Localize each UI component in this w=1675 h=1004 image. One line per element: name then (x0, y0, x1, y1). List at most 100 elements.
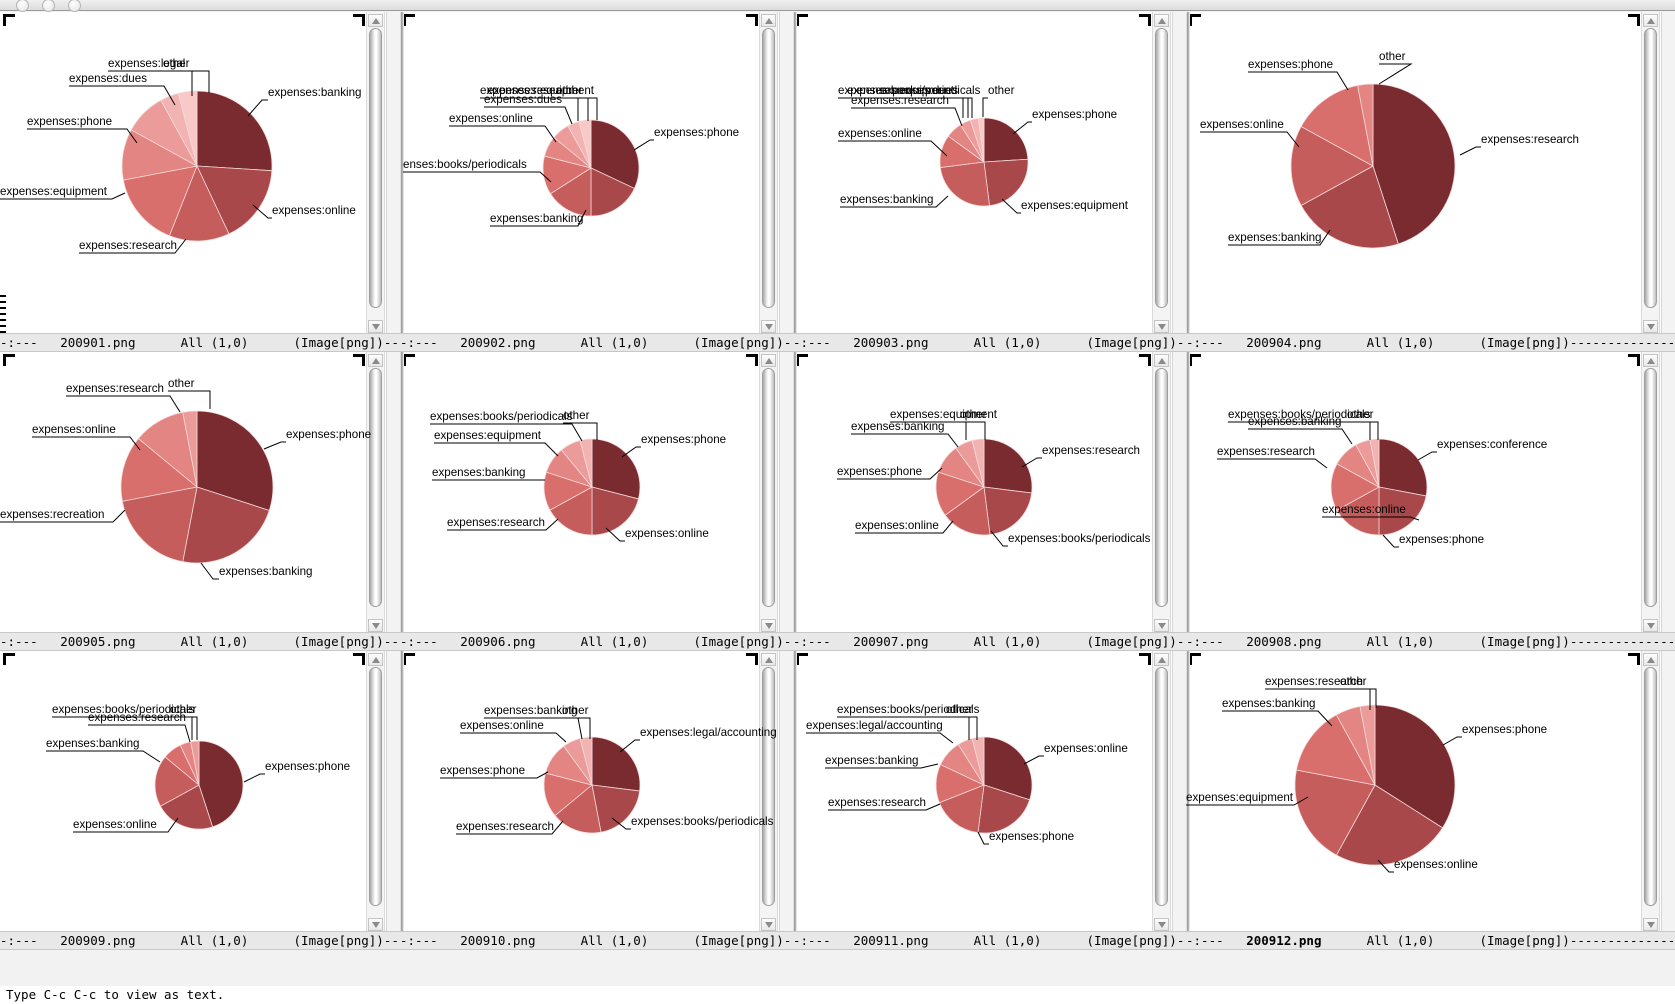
scroll-up-arrow-icon[interactable] (1643, 354, 1658, 367)
image-pane[interactable] (1186, 12, 1675, 335)
window-divider[interactable] (1186, 651, 1190, 950)
image-pane[interactable] (793, 12, 1186, 335)
scroll-down-arrow-icon[interactable] (1643, 918, 1658, 931)
scrollbar-thumb[interactable] (762, 368, 775, 607)
minibuffer[interactable]: Type C-c C-c to view as text. (0, 986, 1675, 1004)
image-pane[interactable] (400, 12, 793, 335)
mode-line[interactable]: -:--- 200907.png All (1,0) (Image[png])-… (793, 632, 1186, 651)
vertical-scrollbar[interactable] (366, 12, 385, 335)
image-window-200905[interactable]: -:--- 200905.png All (1,0) (Image[png])-… (0, 352, 400, 651)
scroll-down-arrow-icon[interactable] (1154, 619, 1169, 632)
vertical-scrollbar[interactable] (1152, 651, 1171, 933)
image-window-200906[interactable]: -:--- 200906.png All (1,0) (Image[png])-… (400, 352, 793, 651)
vertical-scrollbar[interactable] (366, 352, 385, 634)
image-window-200902[interactable]: -:--- 200902.png All (1,0) (Image[png])-… (400, 12, 793, 352)
window-divider[interactable] (793, 651, 797, 950)
scrollbar-thumb[interactable] (762, 28, 775, 308)
scroll-down-arrow-icon[interactable] (1154, 918, 1169, 931)
image-pane[interactable] (400, 651, 793, 933)
image-pane[interactable] (400, 352, 793, 634)
save-icon[interactable] (42, 0, 55, 12)
vertical-scrollbar[interactable] (1641, 352, 1660, 634)
scrollbar-thumb[interactable] (1644, 28, 1657, 308)
image-window-200907[interactable]: -:--- 200907.png All (1,0) (Image[png])-… (793, 352, 1186, 651)
mode-line[interactable]: -:--- 200906.png All (1,0) (Image[png])-… (400, 632, 793, 651)
mode-line[interactable]: -:--- 200901.png All (1,0) (Image[png])-… (0, 333, 400, 352)
mode-line[interactable]: -:--- 200908.png All (1,0) (Image[png])-… (1186, 632, 1675, 651)
mode-line[interactable]: -:--- 200905.png All (1,0) (Image[png])-… (0, 632, 400, 651)
print-icon[interactable] (68, 0, 81, 12)
scrollbar-thumb[interactable] (1155, 28, 1168, 308)
image-pane[interactable] (793, 352, 1186, 634)
continuation-dash (0, 319, 6, 321)
mode-line[interactable]: -:--- 200910.png All (1,0) (Image[png])-… (400, 931, 793, 950)
vertical-scrollbar[interactable] (1152, 352, 1171, 634)
scroll-down-arrow-icon[interactable] (368, 918, 383, 931)
scrollbar-thumb[interactable] (1644, 368, 1657, 607)
window-divider[interactable] (1186, 12, 1190, 352)
scroll-down-arrow-icon[interactable] (1643, 320, 1658, 333)
window-divider[interactable] (400, 651, 404, 950)
scroll-down-arrow-icon[interactable] (1643, 619, 1658, 632)
scroll-down-arrow-icon[interactable] (368, 320, 383, 333)
window-divider[interactable] (793, 12, 797, 352)
scroll-down-arrow-icon[interactable] (1154, 320, 1169, 333)
scroll-up-arrow-icon[interactable] (1643, 653, 1658, 666)
image-window-200903[interactable]: -:--- 200903.png All (1,0) (Image[png])-… (793, 12, 1186, 352)
image-pane[interactable] (0, 352, 400, 634)
scroll-up-arrow-icon[interactable] (1643, 14, 1658, 27)
scrollbar-thumb[interactable] (369, 667, 382, 906)
image-pane[interactable] (793, 651, 1186, 933)
scrollbar-thumb[interactable] (369, 28, 382, 308)
mode-line[interactable]: -:--- 200904.png All (1,0) (Image[png])-… (1186, 333, 1675, 352)
scroll-up-arrow-icon[interactable] (761, 14, 776, 27)
image-window-200909[interactable]: -:--- 200909.png All (1,0) (Image[png])-… (0, 651, 400, 950)
scroll-up-arrow-icon[interactable] (1154, 354, 1169, 367)
image-window-200901[interactable]: -:--- 200901.png All (1,0) (Image[png])-… (0, 12, 400, 352)
image-pane[interactable] (1186, 651, 1675, 933)
image-window-200908[interactable]: -:--- 200908.png All (1,0) (Image[png])-… (1186, 352, 1675, 651)
scroll-up-arrow-icon[interactable] (1154, 14, 1169, 27)
scroll-up-arrow-icon[interactable] (368, 354, 383, 367)
scrollbar-thumb[interactable] (369, 368, 382, 607)
mode-line[interactable]: -:--- 200902.png All (1,0) (Image[png])-… (400, 333, 793, 352)
window-divider[interactable] (400, 352, 404, 651)
scroll-down-arrow-icon[interactable] (761, 918, 776, 931)
scrollbar-thumb[interactable] (1155, 667, 1168, 906)
image-window-200912[interactable]: -:--- 200912.png All (1,0) (Image[png])-… (1186, 651, 1675, 950)
vertical-scrollbar[interactable] (759, 12, 778, 335)
vertical-scrollbar[interactable] (1152, 12, 1171, 335)
vertical-scrollbar[interactable] (1641, 12, 1660, 335)
scrollbar-thumb[interactable] (1155, 368, 1168, 607)
scroll-down-arrow-icon[interactable] (761, 619, 776, 632)
window-divider[interactable] (1186, 352, 1190, 651)
scroll-up-arrow-icon[interactable] (1154, 653, 1169, 666)
window-divider[interactable] (400, 12, 404, 352)
mode-line[interactable]: -:--- 200909.png All (1,0) (Image[png])-… (0, 931, 400, 950)
image-window-200911[interactable]: -:--- 200911.png All (1,0) (Image[png])-… (793, 651, 1186, 950)
vertical-scrollbar[interactable] (759, 651, 778, 933)
scrollbar-thumb[interactable] (1644, 667, 1657, 906)
mode-line[interactable]: -:--- 200912.png All (1,0) (Image[png])-… (1186, 931, 1675, 950)
scroll-up-arrow-icon[interactable] (761, 653, 776, 666)
image-window-200910[interactable]: -:--- 200910.png All (1,0) (Image[png])-… (400, 651, 793, 950)
open-icon[interactable] (16, 0, 29, 12)
window-divider[interactable] (793, 352, 797, 651)
mode-line-buffer-name: 200905.png (45, 634, 136, 649)
image-pane[interactable] (0, 651, 400, 933)
scroll-down-arrow-icon[interactable] (368, 619, 383, 632)
mode-line[interactable]: -:--- 200911.png All (1,0) (Image[png])-… (793, 931, 1186, 950)
vertical-scrollbar[interactable] (759, 352, 778, 634)
vertical-scrollbar[interactable] (1641, 651, 1660, 933)
continuation-dash (0, 325, 6, 327)
scroll-up-arrow-icon[interactable] (761, 354, 776, 367)
scroll-up-arrow-icon[interactable] (368, 653, 383, 666)
scrollbar-thumb[interactable] (762, 667, 775, 906)
mode-line[interactable]: -:--- 200903.png All (1,0) (Image[png])-… (793, 333, 1186, 352)
vertical-scrollbar[interactable] (366, 651, 385, 933)
scroll-up-arrow-icon[interactable] (368, 14, 383, 27)
image-pane[interactable] (1186, 352, 1675, 634)
image-pane[interactable] (0, 12, 400, 335)
scroll-down-arrow-icon[interactable] (761, 320, 776, 333)
image-window-200904[interactable]: -:--- 200904.png All (1,0) (Image[png])-… (1186, 12, 1675, 352)
